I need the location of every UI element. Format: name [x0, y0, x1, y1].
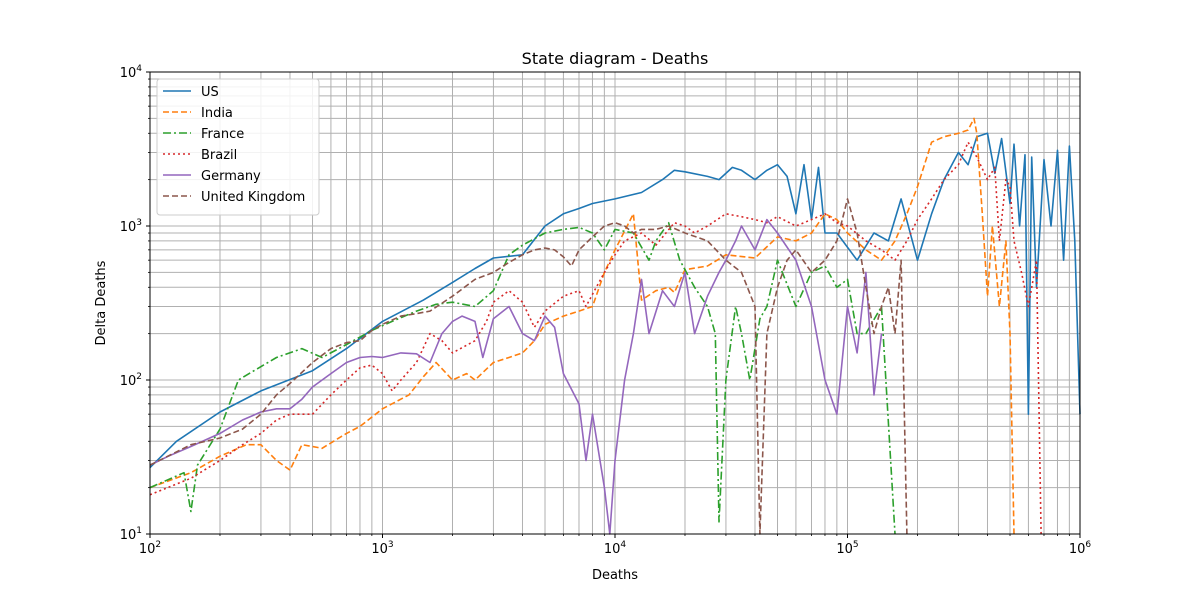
x-tick-label: 102 — [139, 540, 161, 557]
x-tick-label: 104 — [604, 540, 627, 557]
y-tick-label: 101 — [120, 526, 142, 543]
legend-box — [156, 78, 320, 216]
legend-label: Germany — [201, 169, 261, 184]
legend: US India France Brazil Germany United Kingdom — [156, 78, 320, 216]
series-line-france — [149, 221, 896, 535]
x-axis-label: Deaths — [592, 568, 638, 583]
y-tick-label: 103 — [120, 218, 142, 235]
series-line-us — [149, 132, 1081, 469]
legend-label: US — [201, 85, 219, 100]
series-line-germany — [149, 218, 883, 535]
x-tick-label: 103 — [371, 540, 393, 557]
legend-label: United Kingdom — [201, 190, 305, 205]
legend-label: France — [201, 127, 244, 142]
series-line-brazil — [149, 141, 1042, 535]
legend-label: Brazil — [201, 148, 237, 163]
y-tick-label: 102 — [120, 372, 142, 389]
series-line-india — [149, 117, 1015, 535]
legend-label: India — [201, 106, 233, 121]
x-tick-label: 105 — [836, 540, 858, 557]
plot-lines — [149, 117, 1081, 535]
y-tick-label: 104 — [120, 64, 143, 81]
x-tick-label: 106 — [1069, 540, 1092, 557]
y-axis-label: Delta Deaths — [94, 260, 109, 345]
series-line-united-kingdom — [149, 198, 908, 535]
chart-title: State diagram - Deaths — [522, 49, 709, 68]
